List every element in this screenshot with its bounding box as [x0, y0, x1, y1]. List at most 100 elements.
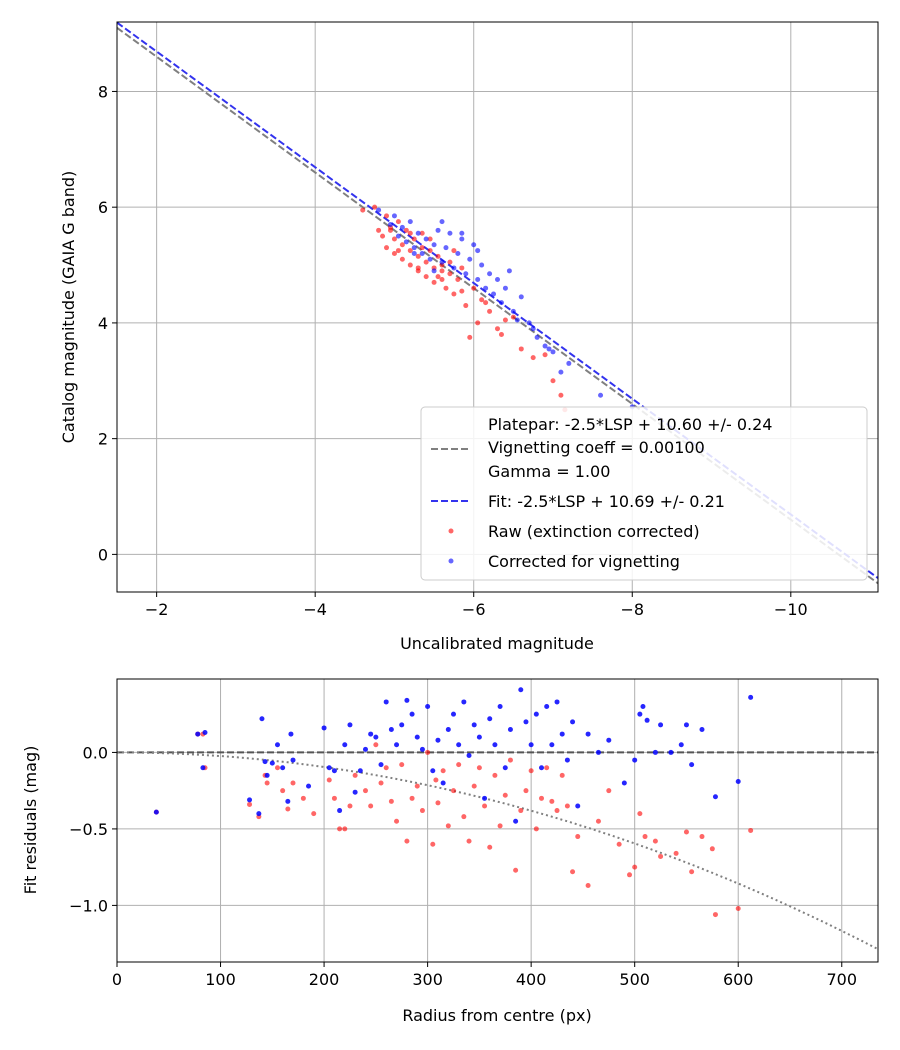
corrected-residual-point	[247, 797, 253, 803]
legend-platepar-label-line1: Platepar: -2.5*LSP + 10.60 +/- 0.24	[488, 415, 772, 434]
corrected-point	[526, 320, 532, 326]
corrected-residual-point	[502, 765, 508, 771]
top-y-ticks: 0 2 4 6 8	[98, 82, 117, 564]
raw-residual-point	[709, 846, 715, 852]
raw-point	[423, 274, 429, 280]
corrected-residual-point	[456, 742, 462, 748]
corrected-residual-point	[419, 746, 425, 752]
corrected-residual-point	[678, 742, 684, 748]
corrected-point	[459, 236, 465, 242]
corrected-point	[495, 277, 500, 283]
corrected-point	[506, 268, 512, 274]
raw-point	[431, 279, 437, 285]
raw-point	[447, 259, 453, 265]
corrected-residual-point	[321, 725, 327, 731]
raw-point	[395, 248, 401, 254]
raw-residual-point	[689, 869, 695, 875]
raw-point	[451, 291, 457, 297]
raw-residual-point	[523, 788, 529, 794]
corrected-point	[447, 230, 453, 236]
raw-residual-point	[378, 780, 384, 786]
raw-point	[423, 259, 429, 265]
corrected-residual-point	[471, 722, 477, 728]
raw-residual-point	[637, 811, 643, 817]
corrected-residual-point	[513, 818, 519, 824]
raw-residual-point	[300, 795, 306, 801]
corrected-residual-point	[476, 734, 482, 740]
corrected-residual-point	[269, 760, 275, 766]
residuals-plot: 0 100 200 300 400 500 600 700 0.0 −0.5 −1.0 Radiu…	[21, 678, 879, 1025]
raw-residual-point	[362, 788, 368, 794]
raw-point	[518, 346, 524, 352]
corrected-point	[395, 233, 401, 239]
corrected-residual-point	[394, 742, 400, 748]
corrected-point	[471, 242, 477, 248]
raw-residual-point	[482, 803, 488, 809]
corrected-residual-point	[748, 694, 754, 700]
corrected-residual-point	[549, 742, 555, 748]
raw-point	[380, 233, 386, 239]
top-x-axis-label: Uncalibrated magnitude	[400, 634, 594, 653]
raw-point	[415, 253, 421, 259]
raw-point	[399, 242, 405, 248]
raw-residual-point	[388, 798, 394, 804]
corrected-point	[463, 271, 469, 277]
raw-residual-point	[533, 826, 539, 832]
corrected-residual-point	[595, 749, 601, 755]
raw-point	[530, 355, 536, 361]
corrected-residual-point	[564, 757, 570, 763]
raw-point	[384, 213, 390, 219]
corrected-point	[427, 256, 433, 262]
raw-point	[443, 285, 449, 291]
raw-residual-point	[632, 864, 638, 870]
corrected-residual-point	[683, 722, 689, 728]
bottom-x-axis-label: Radius from centre (px)	[402, 1006, 591, 1025]
raw-residual-point	[466, 838, 472, 844]
corrected-point	[411, 250, 417, 256]
raw-residual-point	[373, 742, 379, 748]
bottom-y-ticks: 0.0 −0.5 −1.0	[69, 743, 117, 915]
corrected-residual-point	[689, 762, 695, 768]
raw-point	[467, 334, 473, 340]
raw-residual-point	[347, 803, 353, 809]
raw-point	[483, 300, 489, 306]
legend-platepar-label-line3: Gamma = 1.00	[488, 462, 610, 481]
raw-residual-point	[497, 823, 503, 829]
corrected-residual-point	[497, 704, 503, 710]
raw-point	[479, 297, 485, 303]
raw-point	[542, 352, 548, 358]
corrected-residual-point	[306, 783, 312, 789]
raw-residual-point	[652, 838, 658, 844]
raw-point	[550, 378, 556, 384]
corrected-residual-point	[435, 737, 441, 743]
corrected-residual-point	[621, 780, 627, 786]
corrected-residual-point	[195, 731, 201, 737]
raw-point	[447, 271, 453, 277]
x-tick-label: 500	[619, 970, 650, 989]
corrected-point	[534, 334, 540, 340]
raw-residual-point	[433, 777, 439, 783]
legend-raw-label: Raw (extinction corrected)	[488, 522, 700, 541]
legend-corrected-label: Corrected for vignetting	[488, 552, 680, 571]
corrected-point	[467, 256, 473, 262]
corrected-point	[451, 265, 457, 271]
raw-residual-point	[616, 841, 622, 847]
corrected-residual-point	[668, 749, 674, 755]
corrected-point	[546, 346, 552, 352]
x-tick-label: 700	[826, 970, 857, 989]
raw-point	[455, 277, 461, 283]
corrected-residual-point	[735, 778, 741, 784]
corrected-point	[431, 242, 437, 248]
x-tick-label: 100	[205, 970, 236, 989]
corrected-residual-point	[570, 719, 576, 725]
y-tick-label: 8	[98, 82, 108, 101]
corrected-residual-point	[256, 811, 262, 817]
raw-point	[427, 248, 433, 254]
x-tick-label: 400	[516, 970, 547, 989]
corrected-residual-point	[200, 765, 206, 771]
raw-residual-point	[399, 762, 405, 768]
corrected-residual-point	[712, 794, 718, 800]
raw-point	[510, 314, 516, 320]
corrected-residual-point	[414, 734, 420, 740]
